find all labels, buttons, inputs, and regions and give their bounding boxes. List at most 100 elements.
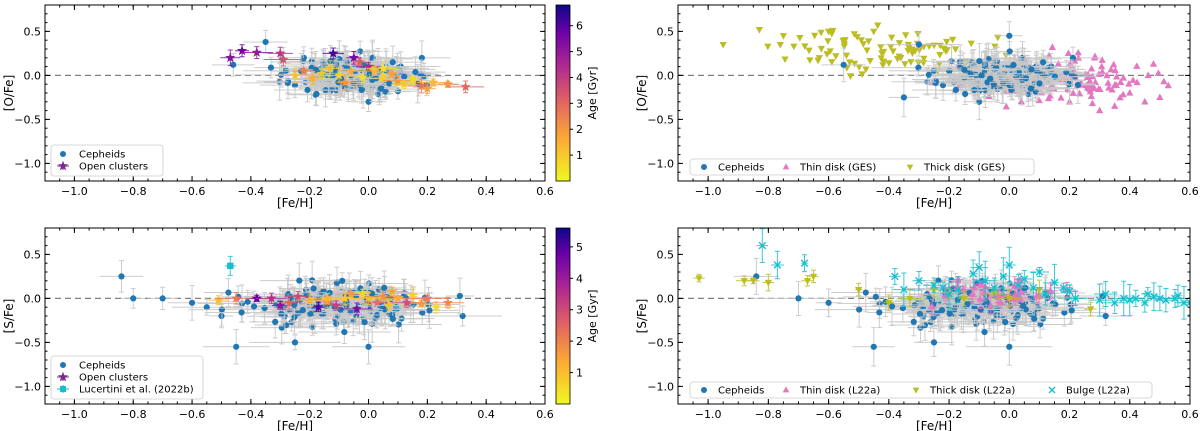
data-point [1029,284,1038,292]
data-point [1006,48,1013,55]
data-point [1107,65,1115,73]
data-point [850,60,859,68]
data-point [887,43,895,51]
x-tick-label: 0.4 [477,408,495,421]
data-point [1036,80,1043,87]
data-point [910,318,917,325]
data-point [961,66,968,73]
data-point [1074,81,1082,88]
data-point [407,289,418,300]
y-axis-label: [S/Fe] [635,299,649,334]
y-tick-label: −0.5 [647,336,674,349]
data-point [325,63,336,73]
data-point [357,71,368,82]
x-tick-label: 0.6 [1181,408,1199,421]
data-point [817,45,825,53]
data-point [764,43,772,51]
colorbar-tick-label: 4 [576,71,583,84]
data-point [773,261,782,269]
data-point [1110,299,1119,307]
data-point [876,309,883,316]
data-point [442,78,454,89]
data-point [386,80,393,87]
data-point [900,94,907,101]
colorbar-tick-label: 3 [576,304,583,317]
data-point [1131,294,1140,303]
x-tick-label: −0.6 [179,185,206,198]
data-point [363,293,374,303]
data-point [1102,312,1109,320]
y-tick-label: 0.0 [657,69,675,82]
data-point [809,273,818,281]
data-point [1144,290,1152,298]
data-point [862,289,869,296]
data-point [945,290,953,298]
data-point [856,306,863,313]
data-point [272,318,279,325]
data-point [719,41,727,49]
x-axis-label: [Fe/H] [916,196,952,210]
x-tick-label: −0.6 [179,408,206,421]
data-point [1020,275,1029,283]
data-point [976,295,984,302]
colorbar-tick-label: 1 [576,367,583,380]
data-point [1110,60,1118,68]
legend-marker [782,386,790,393]
data-point [337,306,344,313]
data-point [842,52,851,60]
x-tick-label: −0.2 [936,185,963,198]
x-tick-label: 0.4 [1121,185,1139,198]
data-point [1035,286,1044,294]
data-point [328,48,339,58]
data-point [218,306,225,313]
data-point [1108,85,1116,93]
data-point [1090,53,1099,61]
data-point [372,297,383,308]
x-tick-label: −0.6 [815,408,842,421]
data-point [401,73,408,80]
data-point [1144,71,1152,79]
legend-label: Cepheids [79,150,125,161]
data-point [885,300,893,307]
data-point [1074,54,1083,61]
data-point [986,75,994,82]
data-point [879,62,887,69]
legend-box [689,158,1035,176]
data-point [928,302,936,310]
data-point [1087,64,1096,72]
data-point [999,272,1008,281]
data-point [369,65,380,76]
data-point [266,293,277,303]
data-point [981,277,989,285]
data-point [1002,102,1010,110]
colorbar-tick-label: 2 [576,123,583,136]
data-point [796,35,804,42]
data-point [1002,319,1009,326]
y-axis-label: [O/Fe] [2,75,16,111]
data-point [915,277,923,285]
data-point [1116,78,1125,86]
x-tick-label: 0.6 [536,185,554,198]
data-point [850,31,858,38]
data-point [976,57,983,65]
data-point [943,38,951,46]
data-point [389,315,396,322]
data-point [866,58,874,65]
y-tick-label: −1.0 [14,380,41,393]
colorbar-tick-label: 4 [576,272,583,285]
legend-label: Thick disk (L22a) [929,386,1015,397]
data-point [967,40,975,48]
plot-area-bl [45,255,545,365]
legend: Cepheids Thin disk (GES) Thick disk (GES) [689,158,1035,176]
data-point [938,307,946,314]
data-point [832,53,840,60]
data-point [339,293,351,303]
data-point [238,309,245,316]
x-tick-label: 0.0 [360,408,378,421]
y-axis-label: [S/Fe] [2,299,16,334]
data-point [740,278,748,285]
y-tick-label: 0.5 [657,25,675,38]
legend-label: Cepheids [79,361,125,372]
